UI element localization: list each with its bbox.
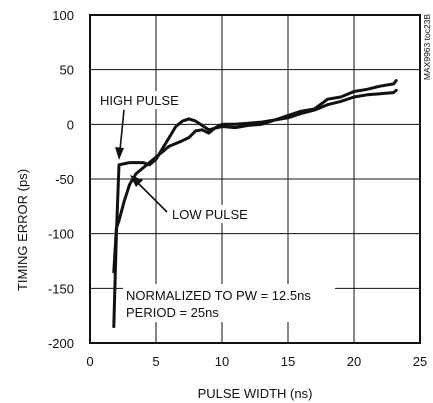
x-tick-label: 25 — [413, 354, 427, 369]
low-pulse-label: LOW PULSE — [172, 207, 248, 222]
y-tick-label: 50 — [60, 63, 74, 78]
y-tick-label: 0 — [67, 117, 74, 132]
y-tick-label: -50 — [55, 172, 74, 187]
x-tick-label: 10 — [215, 354, 229, 369]
note-bg — [123, 284, 335, 322]
x-axis-label: PULSE WIDTH (ns) — [198, 386, 313, 401]
low-pulse-label-bg — [170, 205, 252, 223]
x-tick-label: 15 — [281, 354, 295, 369]
low-pulse-arrow — [130, 175, 168, 213]
y-tick-label: -200 — [48, 336, 74, 351]
y-axis-label: TIMING ERROR (ps) — [15, 169, 30, 291]
plot-frame — [89, 14, 421, 344]
series-line-low-pulse — [112, 79, 398, 274]
note-line-2: PERIOD = 25ns — [126, 305, 219, 320]
high-pulse-arrow — [115, 109, 125, 160]
x-tick-labels: 0 5 10 15 20 25 — [86, 354, 427, 369]
high-pulse-label: HIGH PULSE — [100, 93, 179, 108]
x-tick-label: 5 — [152, 354, 159, 369]
y-tick-labels: -200 -150 -100 -50 0 50 100 — [48, 8, 74, 351]
figure-code-label: MAX9963 toc23B — [422, 14, 432, 80]
note-line-1: NORMALIZED TO PW = 12.5ns — [126, 288, 311, 303]
x-tick-label: 20 — [347, 354, 361, 369]
y-tick-label: -150 — [48, 281, 74, 296]
x-tick-label: 0 — [86, 354, 93, 369]
series-lines — [112, 79, 398, 329]
y-tick-label: 100 — [52, 8, 74, 23]
y-tick-label: -100 — [48, 227, 74, 242]
high-pulse-label-bg — [98, 91, 184, 109]
